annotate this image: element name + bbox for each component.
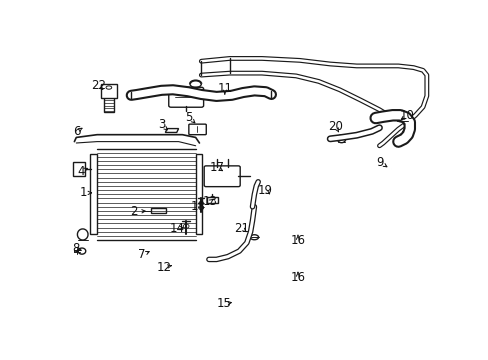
FancyBboxPatch shape [168,87,203,107]
Text: 16: 16 [290,234,305,247]
Bar [206,197,217,203]
Text: 22: 22 [91,79,105,92]
Text: 12: 12 [156,261,171,274]
Bar [103,97,114,112]
Text: 5: 5 [185,111,192,124]
Text: 3: 3 [158,118,165,131]
Bar [195,154,202,234]
Bar [73,162,84,176]
Text: 6: 6 [73,125,81,138]
Text: 13: 13 [202,195,217,208]
Text: 1: 1 [79,186,87,199]
Text: 4: 4 [77,165,84,178]
Text: 19: 19 [257,184,272,197]
Text: 21: 21 [234,222,249,235]
Text: 17: 17 [209,161,224,174]
Text: 16: 16 [290,271,305,284]
Text: 8: 8 [72,242,79,255]
FancyBboxPatch shape [204,166,240,186]
Text: 11: 11 [217,82,232,95]
Text: 18: 18 [190,200,205,213]
Bar [151,208,165,213]
Text: 9: 9 [376,156,383,169]
Text: 14: 14 [169,222,184,235]
FancyBboxPatch shape [188,124,206,135]
Polygon shape [165,129,178,132]
Bar [89,154,97,234]
Bar [101,84,117,98]
Text: 10: 10 [399,109,413,122]
Text: 7: 7 [138,248,145,261]
Text: 2: 2 [130,205,137,218]
Text: 15: 15 [216,297,231,310]
Text: 20: 20 [328,120,343,134]
